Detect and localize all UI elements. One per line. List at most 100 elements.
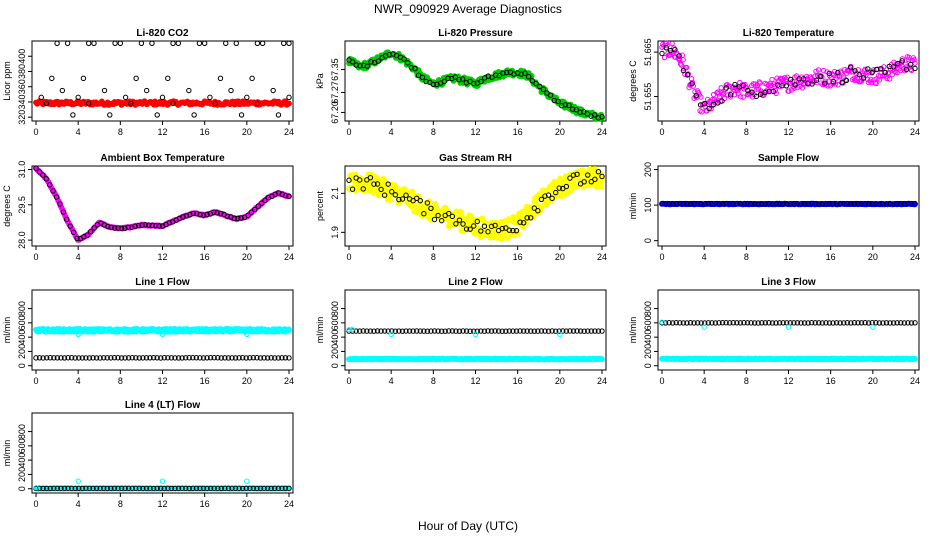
x-tick-label: 12 xyxy=(470,376,480,386)
data-point xyxy=(702,100,708,107)
data-point xyxy=(133,75,139,82)
y-tick-label: 600 xyxy=(17,315,27,330)
series-averages xyxy=(33,165,292,242)
data-point xyxy=(470,80,477,87)
y-tick-label: 800 xyxy=(330,301,340,316)
x-tick-label: 8 xyxy=(118,499,123,509)
y-tick-label: 2.1 xyxy=(330,187,340,200)
data-point xyxy=(146,222,152,228)
data-point xyxy=(732,81,738,88)
data-point xyxy=(723,85,730,91)
x-tick-label: 4 xyxy=(389,127,394,137)
y-axis-label: degrees C xyxy=(628,60,638,102)
x-tick-label: 24 xyxy=(910,376,920,386)
y-tick-label: 400 xyxy=(17,330,27,345)
x-tick-label: 16 xyxy=(513,252,523,262)
y-tick-label: 0 xyxy=(17,486,27,491)
data-point xyxy=(186,87,192,94)
data-point xyxy=(117,40,124,46)
data-point xyxy=(890,64,897,70)
data-point xyxy=(719,98,725,104)
y-tick-label: 400 xyxy=(17,453,27,468)
data-point xyxy=(899,58,905,64)
data-point xyxy=(286,326,292,333)
x-tick-label: 4 xyxy=(76,252,81,262)
data-point xyxy=(404,60,411,66)
panel-pressure: Li-820 Pressure kPa 0 4 8 12 16 20 24 67.2067.276… xyxy=(315,28,607,137)
data-point xyxy=(258,200,265,206)
panel-frame xyxy=(31,412,294,494)
data-point xyxy=(769,76,775,83)
data-point xyxy=(839,79,845,86)
data-point xyxy=(165,75,171,82)
data-point xyxy=(877,66,884,72)
x-tick-label: 24 xyxy=(597,127,607,137)
data-point xyxy=(669,40,675,47)
data-point xyxy=(40,172,46,178)
data-point xyxy=(88,229,94,235)
data-point xyxy=(514,70,521,76)
data-point xyxy=(231,215,237,222)
data-point xyxy=(721,95,728,102)
data-point xyxy=(735,90,741,97)
panel-line4: Line 4 (LT) Flow ml/min 0 4 8 12 16 20 24 0 200400… xyxy=(2,400,294,509)
data-point xyxy=(187,211,193,218)
y-tick-label: 67.35 xyxy=(330,58,340,81)
data-point xyxy=(175,40,182,46)
data-point xyxy=(683,64,690,71)
data-point xyxy=(105,223,111,230)
x-tick-label: 8 xyxy=(118,127,123,137)
data-point xyxy=(125,224,132,230)
series-continuous xyxy=(346,355,605,363)
data-point xyxy=(842,77,849,83)
data-point xyxy=(50,188,56,194)
data-point xyxy=(459,76,466,82)
data-point xyxy=(276,190,282,196)
panel-rh: Gas Stream RH percent 0 4 8 12 16 20 24 1.9 2.1 xyxy=(315,153,607,262)
data-point xyxy=(64,216,70,223)
x-tick-label: 8 xyxy=(744,376,749,386)
data-point xyxy=(224,213,231,219)
y-tick-label: 200 xyxy=(17,467,27,482)
data-point xyxy=(386,52,393,58)
panel-ambient: Ambient Box Temperature degrees C 0 4 8 12 16 2… xyxy=(2,153,294,262)
data-point xyxy=(122,94,129,101)
data-point xyxy=(902,61,909,67)
data-point xyxy=(753,93,760,100)
data-point xyxy=(659,50,665,57)
x-tick-label: 8 xyxy=(744,252,749,262)
data-point xyxy=(212,100,218,107)
data-point xyxy=(154,112,160,118)
panel-licor_temp: Li-820 Temperature degrees C 0 4 8 12 16 20 24 51… xyxy=(628,28,920,137)
x-tick-label: 16 xyxy=(513,127,523,137)
data-point xyxy=(528,72,535,79)
x-tick-label: 24 xyxy=(597,252,607,262)
data-point xyxy=(401,56,407,62)
panel-line2: Line 2 Flow ml/min 0 4 8 12 16 20 24 0 20040060080… xyxy=(315,277,607,386)
data-point xyxy=(457,208,464,215)
data-point xyxy=(710,102,717,108)
data-point xyxy=(768,82,774,89)
data-point xyxy=(822,80,828,86)
y-tick-label: 28.0 xyxy=(17,231,27,249)
data-point xyxy=(156,223,162,229)
data-point xyxy=(67,223,73,229)
data-point xyxy=(129,224,135,231)
panel-title: Line 3 Flow xyxy=(761,277,816,288)
data-point xyxy=(740,82,747,89)
data-point xyxy=(64,40,71,46)
panel-title: Ambient Box Temperature xyxy=(100,153,225,164)
data-point xyxy=(536,83,543,90)
data-point xyxy=(511,71,517,77)
data-point xyxy=(111,225,118,231)
data-point xyxy=(698,94,704,100)
data-point xyxy=(518,71,525,77)
data-point xyxy=(84,232,90,238)
data-point xyxy=(785,324,792,330)
data-point xyxy=(745,87,751,94)
data-point xyxy=(551,97,558,104)
data-point xyxy=(254,40,261,46)
x-tick-label: 16 xyxy=(826,127,836,137)
data-point xyxy=(91,40,97,46)
